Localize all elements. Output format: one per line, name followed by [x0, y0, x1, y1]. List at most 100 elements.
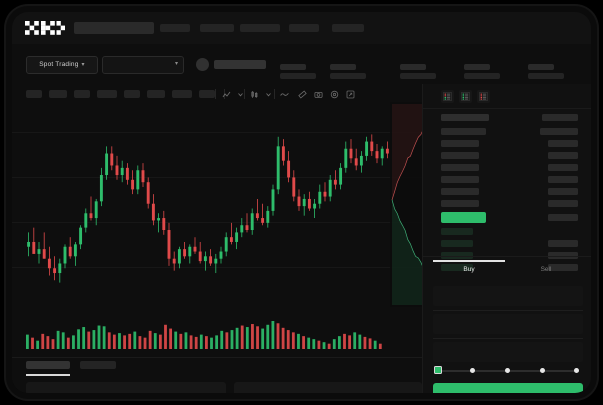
ask-row-1-price[interactable] [441, 128, 486, 135]
timeframe-chip-8[interactable] [199, 90, 215, 98]
bid-row-1-price[interactable] [441, 228, 473, 235]
bid-row-4-amount [548, 264, 578, 271]
gridline [12, 267, 422, 268]
market-stat-3 [400, 64, 436, 79]
orderbook-divider [423, 108, 591, 109]
stat-value [464, 73, 500, 79]
buy-tab-underline [433, 260, 505, 262]
timeframe-chip-3[interactable] [74, 90, 90, 98]
slider-stop-100[interactable] [574, 367, 579, 373]
camera-icon[interactable] [314, 90, 323, 99]
field-divider [433, 338, 583, 339]
nav-item-5[interactable] [332, 24, 364, 32]
nav-item-4[interactable] [289, 24, 319, 32]
nav-item-1[interactable] [160, 24, 190, 32]
coin-avatar [196, 58, 209, 71]
settings-icon[interactable] [330, 90, 339, 99]
orderbook-last-price-amount [548, 214, 578, 221]
stat-label [400, 64, 426, 70]
toolbar-separator [274, 89, 275, 99]
orders-tab-active-underline [26, 374, 70, 376]
orderbook-view-bids-icon[interactable] [459, 90, 472, 103]
bid-row-2-price[interactable] [441, 240, 473, 247]
stat-label [280, 64, 306, 70]
stat-label [528, 64, 554, 70]
tab-buy[interactable]: Buy [463, 266, 475, 273]
price-chart[interactable] [12, 102, 422, 307]
chevron-down-icon: ▾ [174, 61, 178, 67]
toolbar-separator [244, 89, 245, 99]
orderbook-header-amount [542, 114, 578, 121]
timeframe-chip-1[interactable] [26, 90, 42, 98]
ask-row-2-price[interactable] [441, 140, 479, 147]
market-stat-4 [464, 64, 500, 79]
submit-buy-button[interactable] [433, 383, 583, 393]
trading-mode-dropdown[interactable]: Spot Trading ▾ [26, 56, 98, 74]
chevron-down-icon[interactable] [264, 90, 273, 99]
search-input[interactable] [74, 22, 154, 34]
okx-logo-icon[interactable] [25, 21, 65, 35]
timeframe-chip-4[interactable] [97, 90, 117, 98]
toolbar-separator [215, 89, 216, 99]
order-field-2[interactable] [433, 314, 583, 334]
nav-item-2[interactable] [200, 24, 234, 32]
slider-stop-50[interactable] [505, 367, 510, 373]
top-navbar [12, 12, 591, 44]
ask-row-7-price[interactable] [441, 200, 479, 207]
ask-row-4-price[interactable] [441, 164, 479, 171]
gridline [12, 222, 422, 223]
app-screen: Spot Trading ▾ ▾ [12, 12, 591, 393]
nav-item-3[interactable] [240, 24, 280, 32]
bid-row-3-price[interactable] [441, 252, 473, 259]
bid-row-2-amount [548, 240, 578, 247]
stat-value [280, 73, 316, 79]
chevron-down-icon[interactable] [236, 90, 245, 99]
pair-select[interactable]: ▾ [102, 56, 184, 74]
orders-row-2[interactable] [234, 382, 422, 393]
order-form-tabs: Buy Sell [423, 260, 591, 282]
ask-row-6-amount [548, 188, 578, 195]
line-chart-icon[interactable] [280, 90, 289, 99]
field-divider [433, 310, 583, 311]
slider-stop-25[interactable] [470, 367, 475, 373]
timeframe-chip-2[interactable] [49, 90, 67, 98]
orders-tab-1[interactable] [26, 361, 70, 369]
market-stat-1 [280, 64, 316, 79]
ask-row-2-amount [548, 140, 578, 147]
timeframe-chip-5[interactable] [124, 90, 140, 98]
panel-divider [423, 256, 591, 257]
volume-series [26, 321, 382, 349]
tab-sell[interactable]: Sell [540, 266, 552, 273]
ask-row-7-amount [548, 200, 578, 207]
indicator-icon[interactable] [222, 90, 231, 99]
orderbook-and-form-panel: Buy Sell [422, 84, 591, 393]
ask-row-3-price[interactable] [441, 152, 479, 159]
orderbook-header-price[interactable] [441, 114, 489, 121]
orders-tab-2[interactable] [80, 361, 116, 369]
timeframe-chip-7[interactable] [172, 90, 192, 98]
slider-stop-75[interactable] [540, 367, 545, 373]
tablet-bezel: Spot Trading ▾ ▾ [6, 6, 597, 399]
ruler-icon[interactable] [298, 90, 307, 99]
ask-row-3-amount [548, 152, 578, 159]
orderbook-view-both-icon[interactable] [441, 90, 454, 103]
gridline [12, 132, 422, 133]
depth-chart-overlay [390, 102, 422, 307]
amount-slider[interactable] [434, 366, 579, 374]
ask-row-4-amount [548, 164, 578, 171]
chart-type-icon[interactable] [250, 90, 259, 99]
orderbook-view-asks-icon[interactable] [477, 90, 490, 103]
ask-row-5-price[interactable] [441, 176, 479, 183]
market-stat-2 [330, 64, 366, 79]
timeframe-chip-6[interactable] [147, 90, 165, 98]
ask-row-6-price[interactable] [441, 188, 479, 195]
fullscreen-icon[interactable] [346, 90, 355, 99]
gridline [12, 177, 422, 178]
order-field-1[interactable] [433, 286, 583, 306]
order-field-3[interactable] [433, 342, 583, 362]
bid-row-4-price[interactable] [441, 264, 473, 271]
trading-mode-label: Spot Trading [39, 61, 79, 68]
orders-row-1[interactable] [26, 382, 226, 393]
slider-handle[interactable] [434, 366, 442, 374]
